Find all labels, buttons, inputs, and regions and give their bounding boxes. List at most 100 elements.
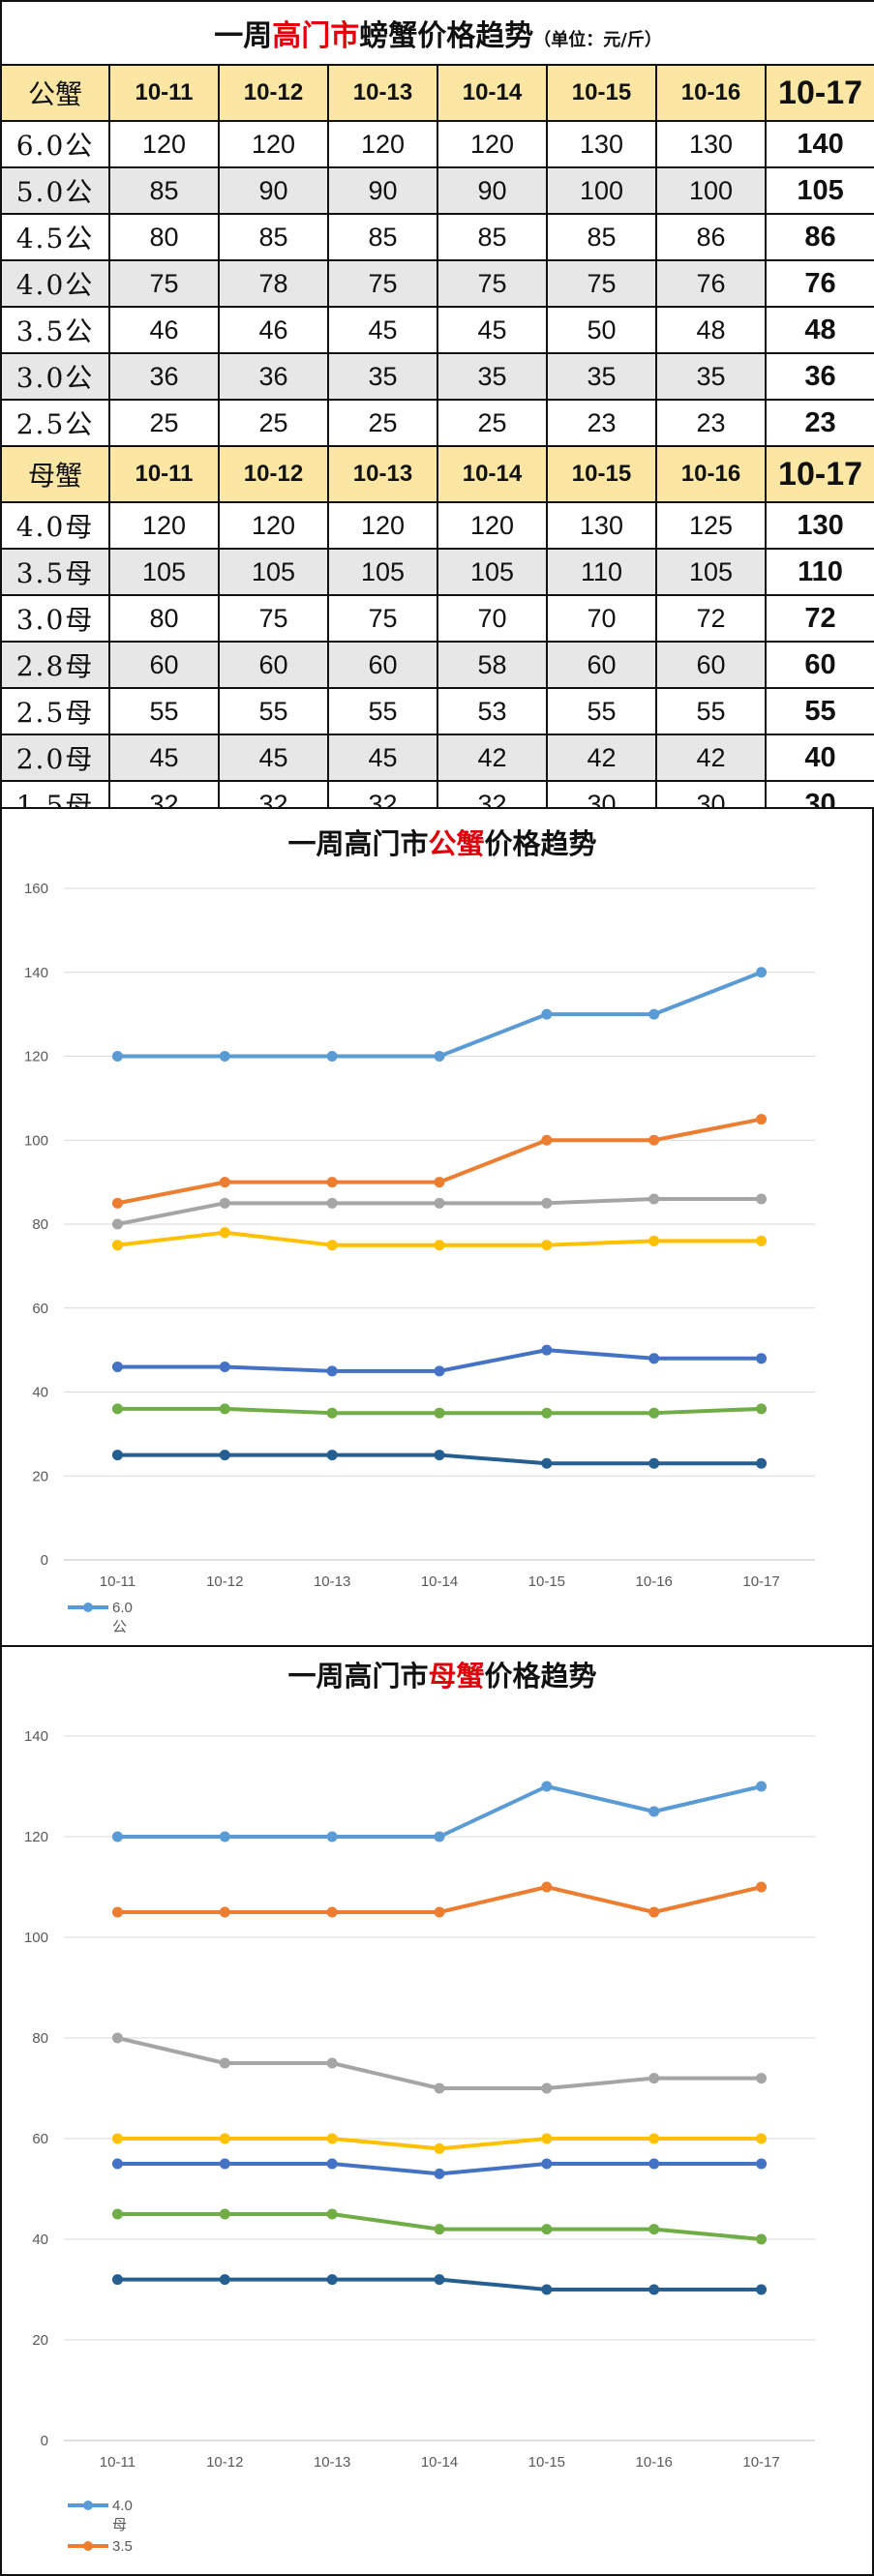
female-data-point xyxy=(219,1906,230,1918)
male-crab-chart: 一周高门市公蟹价格趋势 0 20 40 60 80 100 120 140 160 10-11 10-… xyxy=(0,807,874,1647)
female-price-cell: 42 xyxy=(437,734,548,782)
male-price-cell: 130 xyxy=(655,120,767,168)
male-price-cell: 46 xyxy=(218,306,329,354)
male-data-point xyxy=(111,1450,123,1461)
female-legend-label: 3.5 xyxy=(112,2538,133,2555)
female-price-cell: 120 xyxy=(108,501,220,550)
female-data-point xyxy=(219,2133,230,2144)
male-price-cell: 76 xyxy=(764,259,874,308)
male-price-cell: 75 xyxy=(437,259,548,308)
male-data-point xyxy=(326,1177,338,1188)
female-data-point xyxy=(434,1831,445,1842)
female-size-label: 2.5母 xyxy=(0,687,110,735)
female-data-point xyxy=(648,2284,660,2295)
female-data-point xyxy=(541,2133,553,2144)
female-header-date: 10-11 xyxy=(108,445,220,503)
female-table-row: 2.5母 55 55 55 53 55 55 55 xyxy=(0,687,874,735)
male-price-cell: 25 xyxy=(108,399,220,447)
female-price-cell: 75 xyxy=(327,594,438,643)
table-title-pre: 一周 xyxy=(214,19,273,53)
female-series-line xyxy=(115,1784,764,1839)
male-data-point xyxy=(648,1193,660,1205)
male-price-cell: 105 xyxy=(764,166,874,215)
male-price-cell: 36 xyxy=(764,352,874,401)
male-price-cell: 120 xyxy=(327,120,438,168)
male-size-label: 4.5公 xyxy=(0,213,110,261)
male-price-cell: 85 xyxy=(108,166,220,215)
male-legend: 6.0 公 5.0 xyxy=(68,1600,133,1641)
male-price-cell: 35 xyxy=(327,352,438,401)
male-data-point xyxy=(756,1353,768,1364)
male-price-cell: 85 xyxy=(327,213,438,261)
male-data-point xyxy=(541,1197,553,1209)
male-y-tick-label: 0 xyxy=(41,1552,48,1569)
female-data-point xyxy=(111,2208,123,2220)
male-price-cell: 130 xyxy=(546,120,657,168)
female-data-point xyxy=(756,2073,768,2084)
male-y-tick-label: 120 xyxy=(24,1049,48,1065)
male-price-cell: 90 xyxy=(437,166,548,215)
female-header-date: 10-13 xyxy=(327,445,438,503)
male-data-point xyxy=(541,1457,553,1469)
female-data-point xyxy=(219,1831,230,1842)
male-data-point xyxy=(326,1197,338,1209)
male-size-label: 6.0公 xyxy=(0,120,110,168)
male-y-tick-label: 140 xyxy=(24,965,48,981)
female-price-cell: 60 xyxy=(764,641,874,689)
female-price-cell: 42 xyxy=(655,734,767,782)
male-price-cell: 140 xyxy=(764,120,874,168)
male-price-cell: 25 xyxy=(327,399,438,447)
female-legend-label-line2: 母 xyxy=(112,2517,127,2533)
male-data-point xyxy=(756,967,768,978)
male-x-tick-label: 10-11 xyxy=(100,1573,136,1590)
male-table-row: 4.0公 75 78 75 75 75 76 76 xyxy=(0,259,874,308)
male-header-date: 10-16 xyxy=(655,64,767,122)
female-price-cell: 55 xyxy=(108,687,220,735)
male-header-date: 10-12 xyxy=(218,64,329,122)
female-data-point xyxy=(648,1806,660,1817)
male-header-date: 10-11 xyxy=(108,64,220,122)
female-data-point xyxy=(111,2032,123,2044)
female-price-cell: 72 xyxy=(655,594,767,643)
female-data-point xyxy=(326,2133,338,2144)
female-data-point xyxy=(326,1906,338,1918)
male-chart-title-post: 价格趋势 xyxy=(485,827,597,860)
female-price-cell: 105 xyxy=(108,548,220,596)
female-data-point xyxy=(111,1831,123,1842)
male-data-point xyxy=(434,1240,445,1251)
female-price-cell: 58 xyxy=(437,641,548,689)
male-price-cell: 80 xyxy=(108,213,220,261)
male-chart-title-pre: 一周高门市 xyxy=(287,827,428,860)
male-data-point xyxy=(434,1197,445,1209)
female-data-point xyxy=(326,2274,338,2286)
female-data-point xyxy=(219,2274,230,2286)
female-data-point xyxy=(541,1881,553,1893)
male-data-point xyxy=(648,1008,660,1020)
table-title-post: 螃蟹价格趋势 xyxy=(359,19,534,53)
male-price-cell: 78 xyxy=(218,259,329,308)
female-price-cell: 40 xyxy=(764,734,874,782)
female-price-cell: 60 xyxy=(108,641,220,689)
male-price-cell: 36 xyxy=(108,352,220,401)
female-chart-title-post: 价格趋势 xyxy=(485,1660,597,1692)
female-chart-title: 一周高门市母蟹价格趋势 xyxy=(287,1660,596,1692)
female-price-cell: 110 xyxy=(546,548,657,596)
female-x-tick-label: 10-13 xyxy=(314,2454,350,2471)
male-data-point xyxy=(648,1457,660,1469)
female-price-cell: 110 xyxy=(764,548,874,596)
male-chart-title-highlight: 公蟹 xyxy=(428,827,484,860)
male-price-cell: 35 xyxy=(437,352,548,401)
male-size-label: 4.0公 xyxy=(0,259,110,308)
male-data-point xyxy=(326,1407,338,1419)
male-data-point xyxy=(219,1177,230,1188)
female-data-point xyxy=(434,2224,445,2235)
female-header-date: 10-16 xyxy=(655,445,767,503)
female-data-point xyxy=(648,2133,660,2144)
female-price-cell: 130 xyxy=(764,501,874,550)
female-price-cell: 42 xyxy=(546,734,657,782)
female-price-cell: 60 xyxy=(655,641,767,689)
male-price-cell: 86 xyxy=(655,213,767,261)
male-data-point xyxy=(326,1051,338,1062)
female-data-point xyxy=(541,1781,553,1792)
male-x-tick-label: 10-12 xyxy=(206,1573,243,1590)
